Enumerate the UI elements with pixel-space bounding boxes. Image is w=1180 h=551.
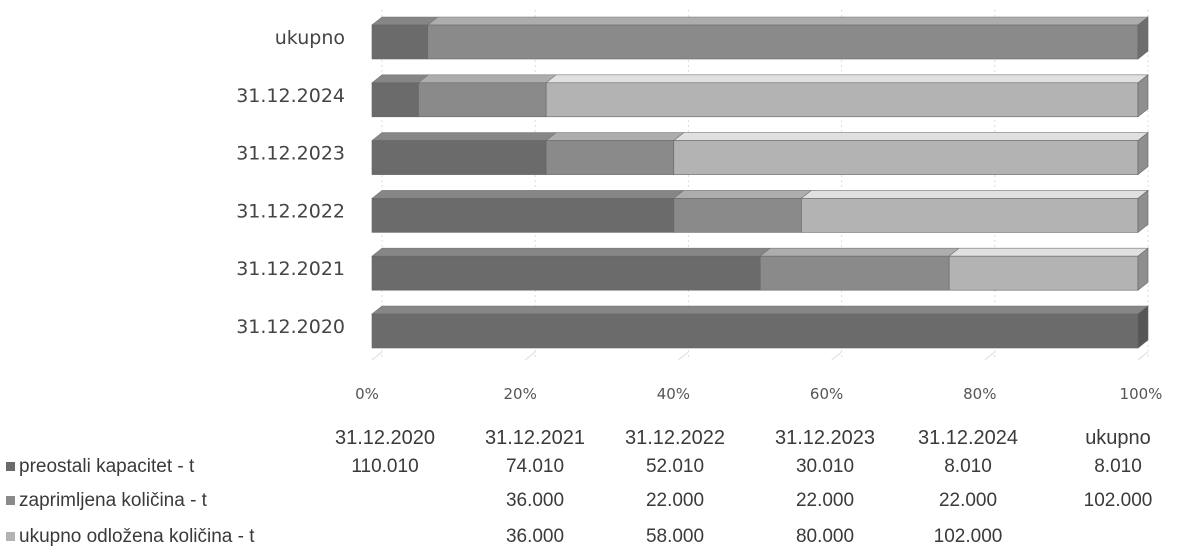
bar-top-face [672,132,1149,141]
gridline-floor [678,351,689,361]
bar-top-face [371,247,772,257]
x-tick-label: 80% [963,385,996,403]
bar-segment [371,140,547,175]
bar-top-face [800,190,1149,199]
bar-segment [948,255,1139,291]
gridline-floor [524,351,536,361]
category-label: 31.12.2024 [236,85,345,107]
bar-side-face [1137,189,1149,234]
bar-segment [371,313,1139,349]
category-label: 31.12.2022 [236,200,345,222]
bar-segment [371,24,429,60]
bar-side-face [1137,74,1149,118]
category-label: ukupno [275,27,345,49]
bar-top-face [417,74,557,84]
bar-top-face [545,132,685,141]
bar-top-face [371,16,439,26]
bar-top-face [948,247,1149,257]
bar-segment [371,255,761,291]
bar-side-face [1137,247,1149,291]
x-tick-label: 20% [504,385,537,403]
bar-top-face [371,132,557,141]
gridline-floor [1137,351,1149,361]
bar-top-face [371,305,1149,315]
bar-segment [371,82,419,118]
bar-segment [673,140,1139,175]
bar-side-face [1137,305,1149,349]
category-label: 31.12.2023 [236,143,345,165]
bar-segment [371,198,675,233]
gridline-floor [831,351,842,361]
bar-top-face [672,190,813,199]
bar-segment [427,24,1139,60]
bar-segment [801,198,1139,233]
bar-segment [418,82,547,118]
x-tick-label: 0% [355,385,379,403]
bar-segment [673,198,802,233]
bar-top-face [426,16,1149,26]
bar-segment [545,140,675,175]
bar-segment [759,255,950,291]
gridline-floor [371,351,383,361]
bar-top-face [759,247,960,257]
bar-top-face [545,74,1149,84]
bar-top-face [371,190,685,199]
category-label: 31.12.2020 [236,316,345,338]
x-tick-label: 100% [1120,385,1163,403]
bar-side-face [1137,16,1149,60]
gridline-floor [984,351,996,361]
x-tick-label: 40% [657,385,690,403]
x-tick-label: 60% [810,385,843,403]
bar-segment [545,82,1139,118]
category-label: 31.12.2021 [236,258,345,280]
bar-side-face [1137,131,1149,176]
